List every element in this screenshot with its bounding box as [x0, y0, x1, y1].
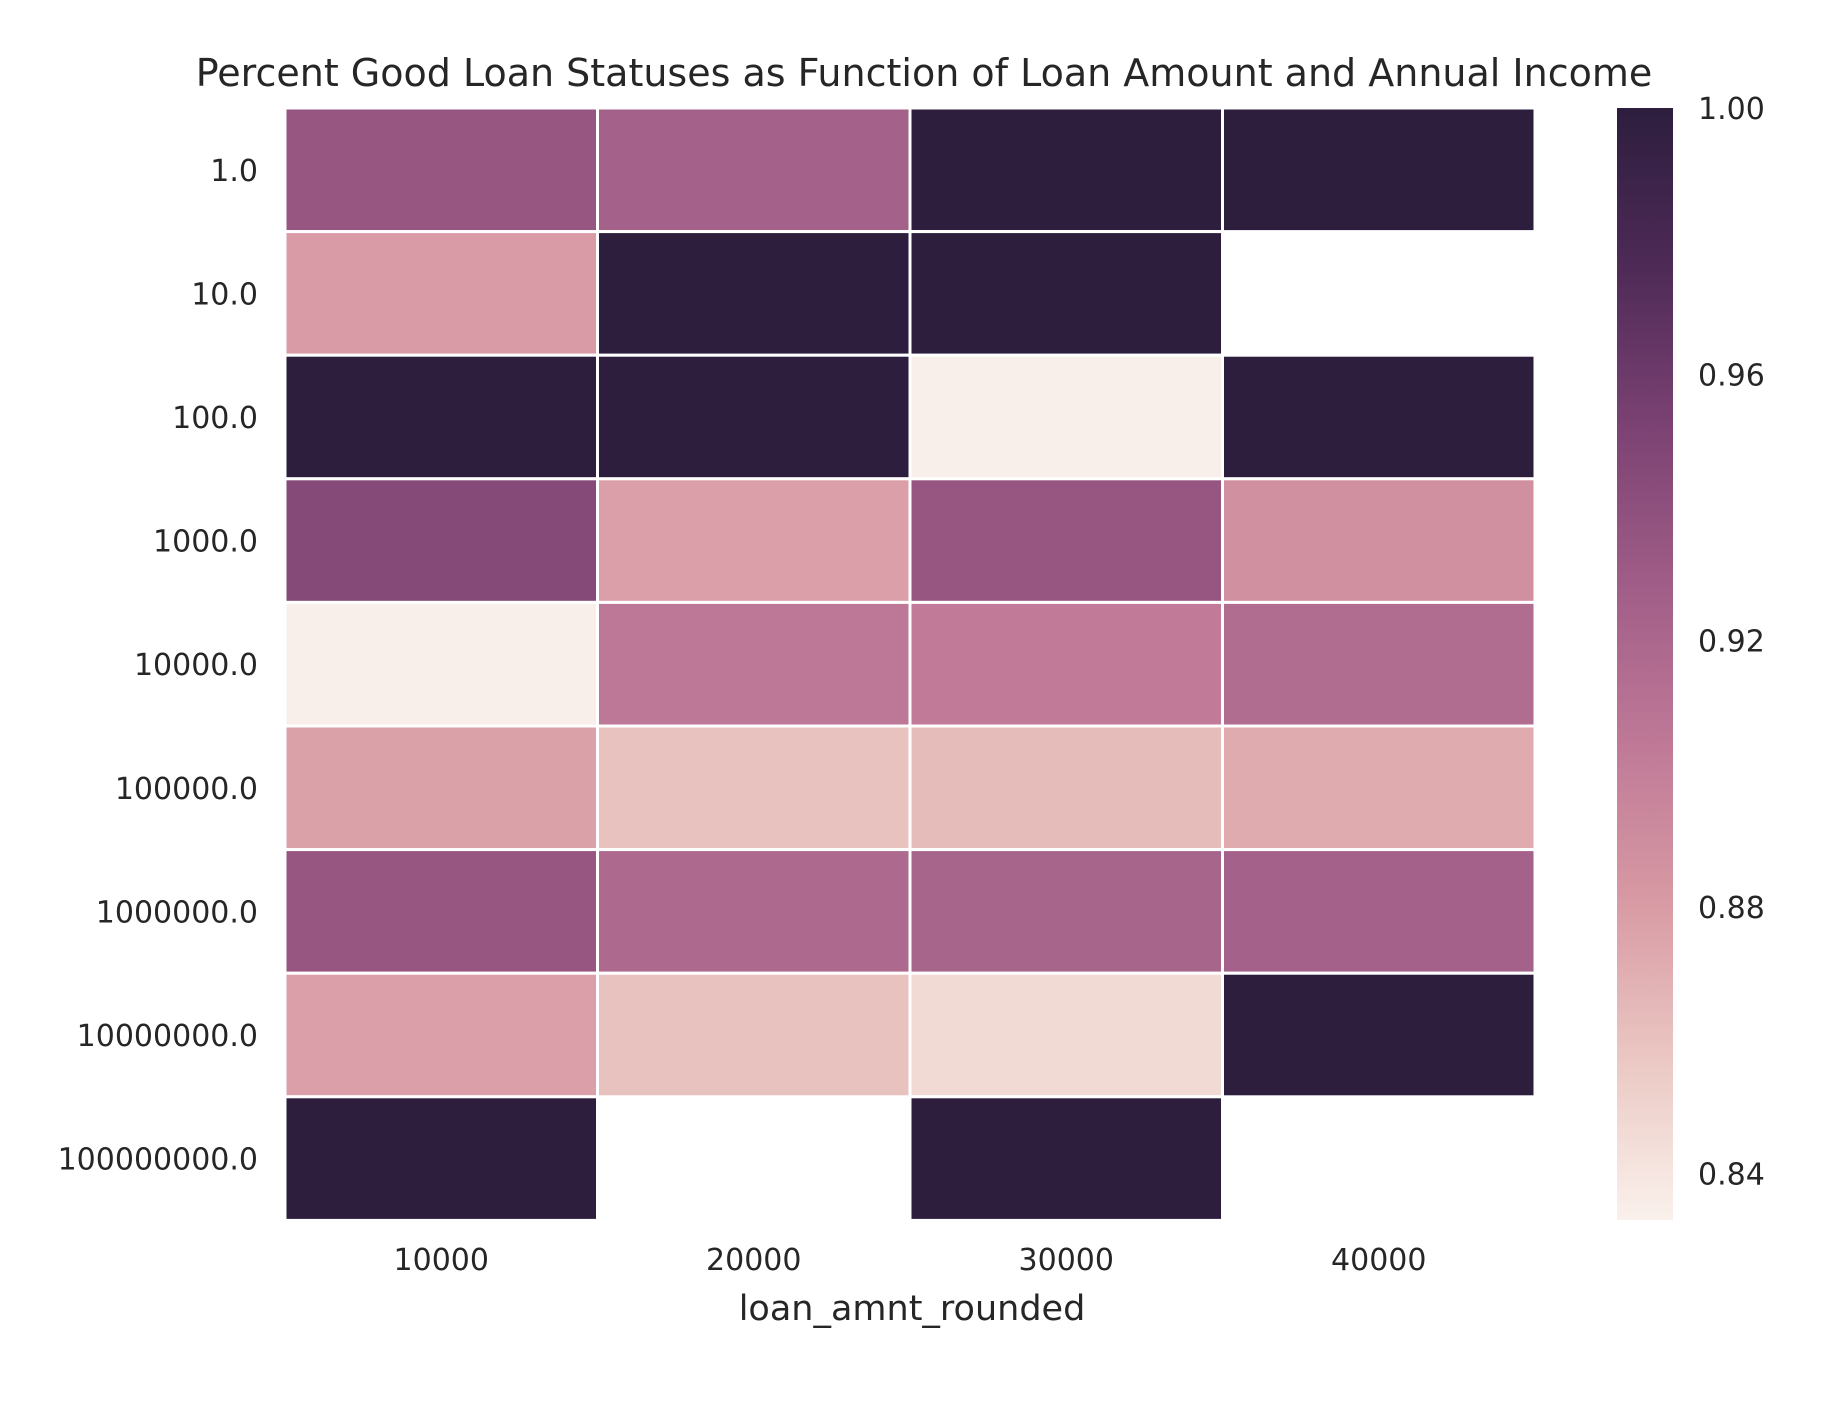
y-tick-labels: 1.0 10.0 100.0 1000.0 10000.0 100000.0 1000000…	[58, 154, 258, 1178]
heatmap-cell	[908, 353, 1224, 481]
heatmap-cell	[596, 477, 912, 604]
heatmap-cell	[596, 724, 912, 852]
x-tick-labels: 10000 20000 30000 40000	[394, 1243, 1427, 1278]
heatmap-cell	[1221, 477, 1537, 604]
heatmap-cell	[1221, 724, 1537, 852]
heatmap-cell	[283, 848, 599, 975]
heatmap-cell	[596, 971, 912, 1099]
heatmap-cell	[596, 106, 912, 234]
heatmap-cell	[1221, 353, 1537, 481]
heatmap-cell	[596, 230, 912, 357]
y-tick-label: 1000000.0	[96, 895, 258, 930]
heatmap-cell	[908, 477, 1224, 604]
y-tick-label: 100000.0	[115, 772, 258, 807]
heatmap-cell	[283, 1095, 599, 1222]
heatmap-cell	[908, 724, 1224, 852]
heatmap-cell	[1221, 971, 1537, 1099]
chart-title: Percent Good Loan Statuses as Function o…	[196, 51, 1653, 95]
heatmap-cell	[596, 848, 912, 975]
heatmap-cell	[908, 1095, 1224, 1222]
x-tick-label: 20000	[706, 1243, 801, 1278]
y-tick-label: 10.0	[191, 277, 258, 312]
heatmap-cell	[908, 848, 1224, 975]
y-tick-label: 10000.0	[134, 648, 258, 683]
colorbar	[1617, 108, 1673, 1220]
heatmap-cell	[1221, 600, 1537, 728]
heatmap-cell	[1221, 106, 1537, 234]
heatmap-cell	[283, 971, 599, 1099]
heatmap-cell	[908, 600, 1224, 728]
heatmap-cell	[908, 106, 1224, 234]
heatmap-cell	[908, 971, 1224, 1099]
heatmap-cell	[283, 353, 599, 481]
y-tick-label: 10000000.0	[77, 1019, 258, 1054]
y-tick-label: 100000000.0	[58, 1143, 258, 1178]
y-tick-label: 1000.0	[153, 525, 258, 560]
x-tick-label: 10000	[394, 1243, 489, 1278]
heatmap-cell	[1221, 848, 1537, 975]
heatmap-cell	[283, 724, 599, 852]
heatmap-cell	[283, 600, 599, 728]
heatmap-cell	[908, 230, 1224, 357]
colorbar-tick-label: 0.84	[1698, 1157, 1765, 1192]
colorbar-tick-labels: 0.84 0.88 0.92 0.96 1.00	[1698, 92, 1765, 1192]
heatmap-cell	[283, 230, 599, 357]
heatmap-cells	[283, 106, 1537, 1222]
colorbar-tick-label: 0.88	[1698, 891, 1765, 926]
x-axis-label: loan_amnt_rounded	[739, 1289, 1086, 1329]
colorbar-tick-label: 1.00	[1698, 92, 1765, 127]
x-tick-label: 30000	[1019, 1243, 1114, 1278]
y-tick-label: 1.0	[210, 154, 258, 189]
colorbar-tick-label: 0.96	[1698, 358, 1765, 393]
heatmap-cell	[283, 477, 599, 604]
x-tick-label: 40000	[1331, 1243, 1426, 1278]
heatmap-cell	[596, 353, 912, 481]
heatmap-cell	[596, 600, 912, 728]
heatmap-cell	[283, 106, 599, 234]
colorbar-tick-label: 0.92	[1698, 625, 1765, 660]
y-tick-label: 100.0	[172, 401, 258, 436]
